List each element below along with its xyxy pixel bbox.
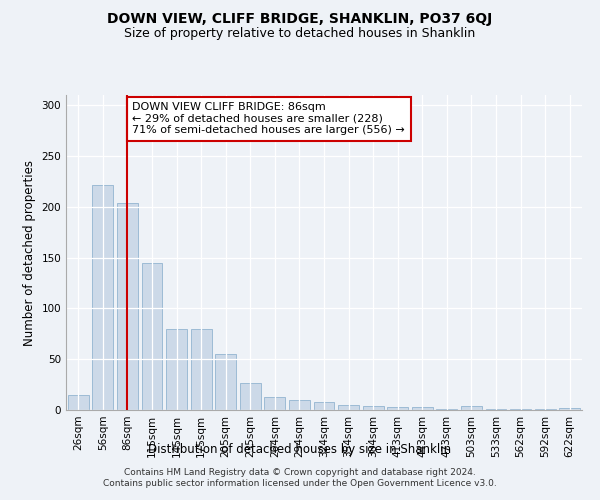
Bar [461, 406, 482, 410]
Bar [289, 400, 310, 410]
Bar [485, 409, 506, 410]
Bar [240, 382, 261, 410]
Bar [412, 407, 433, 410]
Bar [68, 395, 89, 410]
Text: Distribution of detached houses by size in Shanklin: Distribution of detached houses by size … [148, 442, 452, 456]
Bar [265, 397, 286, 410]
Bar [215, 354, 236, 410]
Bar [191, 328, 212, 410]
Bar [314, 402, 334, 410]
Bar [92, 186, 113, 410]
Bar [166, 328, 187, 410]
Bar [117, 202, 138, 410]
Bar [387, 407, 408, 410]
Bar [510, 409, 531, 410]
Bar [535, 409, 556, 410]
Text: Size of property relative to detached houses in Shanklin: Size of property relative to detached ho… [124, 28, 476, 40]
Bar [436, 409, 457, 410]
Y-axis label: Number of detached properties: Number of detached properties [23, 160, 36, 346]
Bar [362, 406, 383, 410]
Bar [559, 408, 580, 410]
Bar [338, 405, 359, 410]
Text: DOWN VIEW, CLIFF BRIDGE, SHANKLIN, PO37 6QJ: DOWN VIEW, CLIFF BRIDGE, SHANKLIN, PO37 … [107, 12, 493, 26]
Text: DOWN VIEW CLIFF BRIDGE: 86sqm
← 29% of detached houses are smaller (228)
71% of : DOWN VIEW CLIFF BRIDGE: 86sqm ← 29% of d… [133, 102, 405, 136]
Text: Contains HM Land Registry data © Crown copyright and database right 2024.
Contai: Contains HM Land Registry data © Crown c… [103, 468, 497, 487]
Bar [142, 262, 163, 410]
